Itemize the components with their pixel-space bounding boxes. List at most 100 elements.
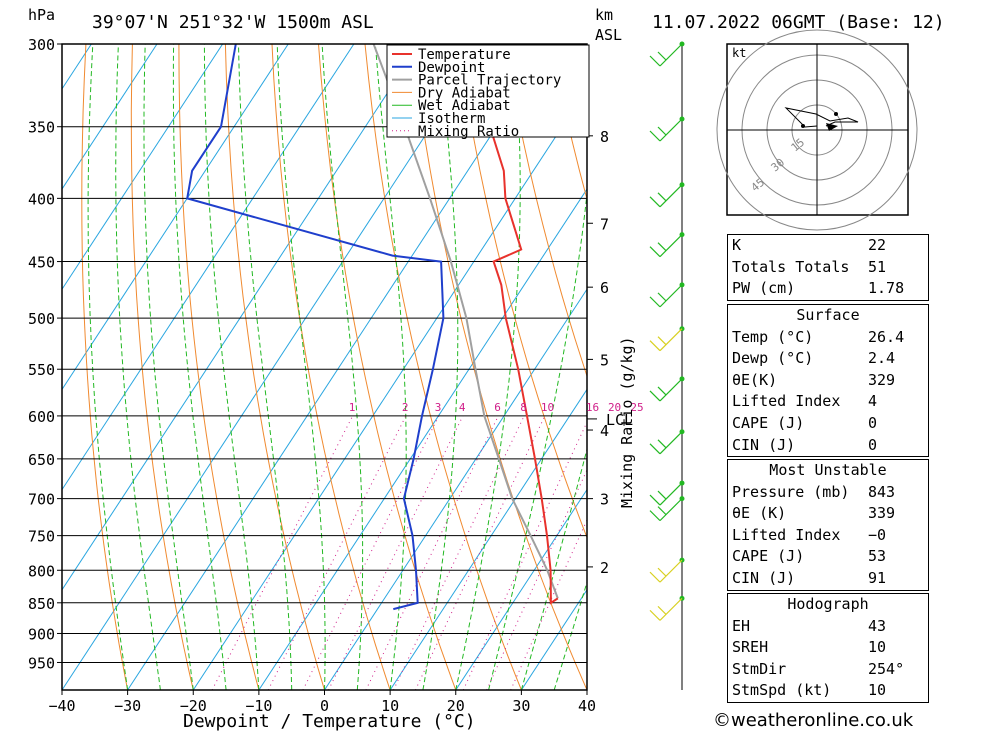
dry-adiabat-line — [923, 44, 1000, 690]
parcel-trajectory-line — [372, 44, 559, 599]
pressure-tick-label: 700 — [28, 491, 55, 509]
credit-link[interactable]: ©weatheronline.co.uk — [713, 710, 914, 731]
x-tick-label: −10 — [245, 697, 272, 715]
hodograph-title: Hodograph — [787, 595, 869, 613]
isotherm-line — [0, 44, 26, 690]
isotherm-line — [62, 44, 420, 591]
mixing-ratio-line — [486, 468, 587, 690]
dry-adiabat-line — [130, 44, 194, 690]
wind-barb-flag — [657, 490, 667, 500]
x-tick-label: 10 — [381, 697, 399, 715]
pressure-tick-label: 500 — [28, 310, 55, 328]
mixing-ratio-line — [414, 415, 546, 690]
wind-barb-shaft — [659, 597, 683, 621]
mixing-ratio-tick-label: 2 — [402, 401, 409, 414]
mu-row: θE (K) 339 — [732, 504, 896, 523]
pressure-tick-label: 550 — [28, 361, 55, 379]
wet-adiabat-line — [238, 44, 293, 690]
km-unit-label: km — [595, 6, 613, 24]
mixing-ratio-line — [211, 415, 354, 690]
wind-barb-flag — [649, 390, 661, 402]
isotherm-line — [192, 87, 587, 690]
x-tick-label: −30 — [114, 697, 141, 715]
mixing-ratio-tick-label: 3 — [435, 401, 442, 414]
legend-label: Isotherm — [418, 111, 485, 127]
wind-barb-shaft — [659, 431, 683, 455]
pressure-tick-label: 650 — [28, 451, 55, 469]
wind-barb-shaft — [659, 234, 683, 258]
mixing-ratio-line — [393, 415, 525, 690]
wet-adiabat-line — [321, 44, 364, 690]
wind-barb-flag — [657, 336, 667, 346]
dry-adiabat-line — [271, 44, 391, 690]
wind-barb-flag — [649, 246, 661, 258]
wind-barb-flag — [657, 292, 667, 302]
most-unstable-title: Most Unstable — [769, 461, 887, 479]
surface-row: Dewp (°C) 2.4 — [732, 349, 896, 368]
x-tick-label: 0 — [320, 697, 329, 715]
pressure-tick-label: 400 — [28, 190, 55, 208]
hodo-row: StmSpd (kt) 10 — [732, 681, 887, 700]
wind-barb-flag — [649, 571, 661, 583]
location-label: 39°07'N 251°32'W 1500m ASL — [92, 12, 374, 33]
mu-row: CAPE (J) 53 — [732, 547, 887, 566]
wind-barb-shaft — [659, 284, 683, 308]
wet-adiabat-line — [422, 44, 459, 690]
isotherm-line — [62, 44, 289, 391]
pressure-tick-label: 800 — [28, 562, 55, 580]
x-tick-label: −20 — [180, 697, 207, 715]
wet-adiabat-line — [172, 44, 227, 690]
wind-barb-flag — [657, 605, 667, 615]
background-lines — [0, 44, 1000, 690]
lcl-label: LCL — [606, 411, 633, 429]
hodograph-unit: kt — [732, 46, 746, 60]
wind-barb-flag — [649, 55, 661, 67]
isotherm-line — [389, 388, 587, 690]
axes: 1 2 3 4 6 8 10 16 20 2530035040045050055060065070… — [28, 36, 644, 715]
indices-panel: K 22 Totals Totals 51 PW (cm) 1.78 — [727, 234, 929, 301]
wet-adiabat-line — [374, 44, 407, 690]
hodo-row: EH 43 — [732, 616, 887, 635]
mixing-ratio-line — [365, 415, 499, 690]
mixing-ratio-line — [462, 420, 587, 690]
wind-barb-flag — [649, 196, 661, 208]
x-axis-title: Dewpoint / Temperature (°C) — [183, 711, 476, 732]
mixing-ratio-tick-label: 10 — [541, 401, 554, 414]
dewpoint-line — [186, 44, 445, 611]
pressure-tick-label: 450 — [28, 254, 55, 272]
wind-barb-shaft — [659, 184, 683, 208]
legend-label: Dry Adiabat — [418, 85, 511, 101]
isotherm-line — [455, 488, 587, 690]
isotherm-line — [62, 44, 224, 291]
mixing-ratio-tick-label: 8 — [520, 401, 527, 414]
index-k-row: K 22 — [732, 236, 887, 254]
mu-row: Lifted Index −0 — [732, 525, 887, 544]
isotherm-line — [324, 288, 587, 690]
km-tick-label: 6 — [600, 279, 609, 297]
mixing-ratio-tick-label: 25 — [630, 401, 643, 414]
x-tick-label: 20 — [447, 697, 465, 715]
pressure-tick-label: 850 — [28, 595, 55, 613]
km-tick-label: 2 — [600, 559, 609, 577]
km-tick-label: 4 — [600, 422, 609, 440]
wind-barb-flag — [649, 443, 661, 455]
mixing-ratio-tick-label: 1 — [349, 401, 356, 414]
mixing-ratio-tick-label: 4 — [459, 401, 466, 414]
wind-barb-shaft — [659, 118, 683, 142]
isotherm-line — [62, 44, 486, 690]
datetime-label: 11.07.2022 06GMT (Base: 12) — [652, 12, 945, 33]
hodograph-point — [801, 124, 805, 128]
legend-label: Wet Adiabat — [418, 98, 511, 114]
wind-barb-flag — [649, 296, 661, 308]
index-tt-row: Totals Totals 51 — [732, 257, 887, 276]
wind-barb-flag — [657, 386, 667, 396]
isotherm-line — [62, 44, 158, 190]
wind-barb-flag — [649, 130, 661, 142]
surface-panel: Surface Temp (°C) 26.4 Dewp (°C) 2.4 θE(K)… — [727, 304, 929, 458]
wet-adiabat-line — [115, 44, 161, 690]
surface-title: Surface — [796, 306, 860, 324]
km-tick-label: 3 — [600, 491, 609, 509]
sounding-profiles — [186, 44, 559, 611]
